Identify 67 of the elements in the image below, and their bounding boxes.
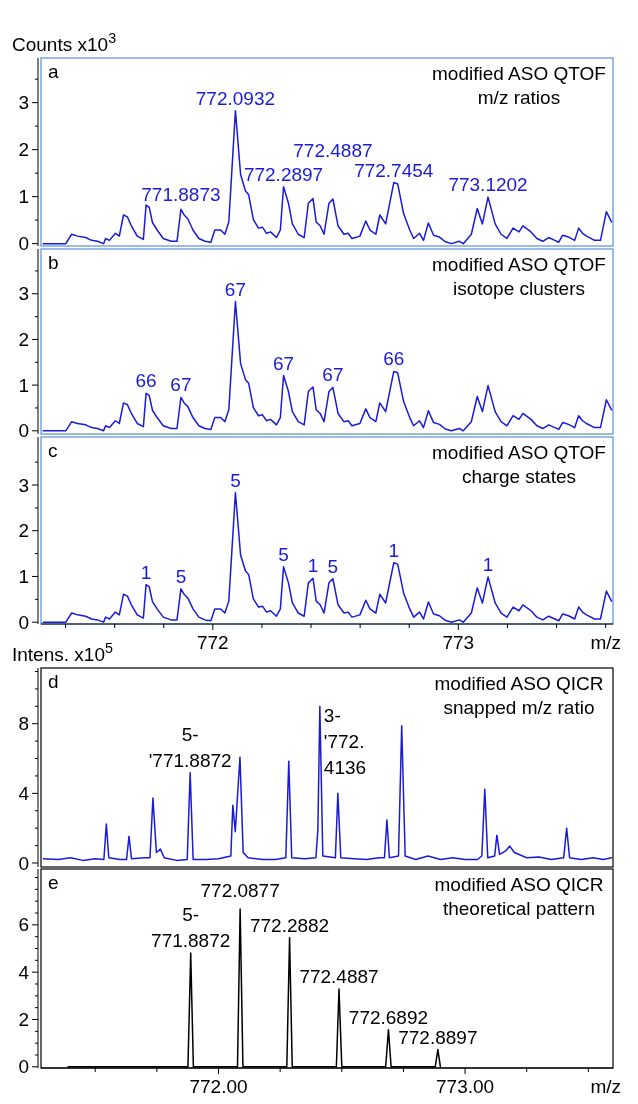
annotation: 772.2897 [243,163,324,185]
text: modified ASO QTOF m/z ratios [432,63,606,108]
x-tick-label: 772.00 [189,1076,248,1097]
annotation: 5- '771.8872 [148,723,232,771]
annotation: 1 [307,555,319,577]
annotation: 5 [327,555,339,577]
annotation: 771.8873 [141,184,221,206]
annotation: 5 [175,565,187,587]
annotation: 67 [272,352,295,374]
line-series [42,109,613,245]
y-tick-label: 3 [18,92,29,114]
x-tick-label: 773 [442,632,475,653]
x-axis-title: m/z [590,1076,621,1097]
annotation: 772.4887 [293,140,373,161]
y-tick-label: 3 [18,283,29,305]
y-tick-label: 0 [18,233,29,255]
y-axis-title: Intens. x10$^{5}$ [12,640,113,665]
y-tick-label: 0 [18,852,29,874]
y-tick-label: 4 [18,783,30,804]
text: modified ASO QICR theoretical pattern [434,874,604,919]
annotation: 772.0877 [200,879,280,901]
y-tick-label: 0 [18,1056,29,1078]
annotation: 1 [482,553,494,575]
y-tick-label: 6 [18,914,29,936]
annotation: 5- 771.8872 [151,904,231,951]
y-tick-label: 1 [18,186,29,208]
x-axis-title: m/z [590,632,621,653]
annotation: 772.7454 [354,159,434,181]
text: modified ASO QICR snapped m/z ratio [434,673,604,718]
annotation: 772.4887 [299,965,379,987]
y-tick-label: 4 [18,961,30,983]
annotation: c [48,440,58,461]
annotation: 67 [224,278,246,300]
y-tick-label: 1 [18,374,29,396]
annotation: 66 [383,348,405,370]
y-tick-label: 3 [18,474,29,496]
annotation: e [48,872,59,893]
y-axis-title: Counts x10$^{3}$ [12,30,117,55]
annotation: 773.1202 [448,174,528,196]
annotation: 772.2882 [249,914,330,936]
annotation: 66 [135,370,157,392]
y-tick-label: 2 [18,520,29,542]
y-tick-label: 0 [18,611,29,633]
annotation: 5 [278,543,289,565]
text: modified ASO QTOF isotope clusters [432,254,606,299]
y-tick-label: 0 [18,420,29,442]
text: modified ASO QTOF charge states [432,442,606,487]
x-tick-label: 772 [196,632,229,653]
annotation: 772.6892 [348,1006,429,1028]
annotation: a [48,61,59,82]
annotation: 1 [388,539,400,561]
annotation: 67 [322,364,344,386]
annotation: 1 [140,561,152,583]
annotation: d [48,671,59,692]
annotation: 772.0932 [195,87,276,109]
annotation: 5 [230,469,241,491]
y-tick-label: 1 [18,566,29,588]
x-tick-label: 773.00 [436,1076,495,1097]
y-tick-label: 8 [18,713,29,735]
annotation: 67 [170,374,192,396]
y-tick-label: 2 [18,329,29,351]
line-series [42,300,613,432]
annotation: 3- '772. 4136 [323,704,367,778]
annotation: b [48,252,59,273]
annotation: 772.8897 [398,1026,478,1048]
y-tick-label: 2 [18,139,29,161]
y-tick-label: 2 [18,1009,29,1031]
